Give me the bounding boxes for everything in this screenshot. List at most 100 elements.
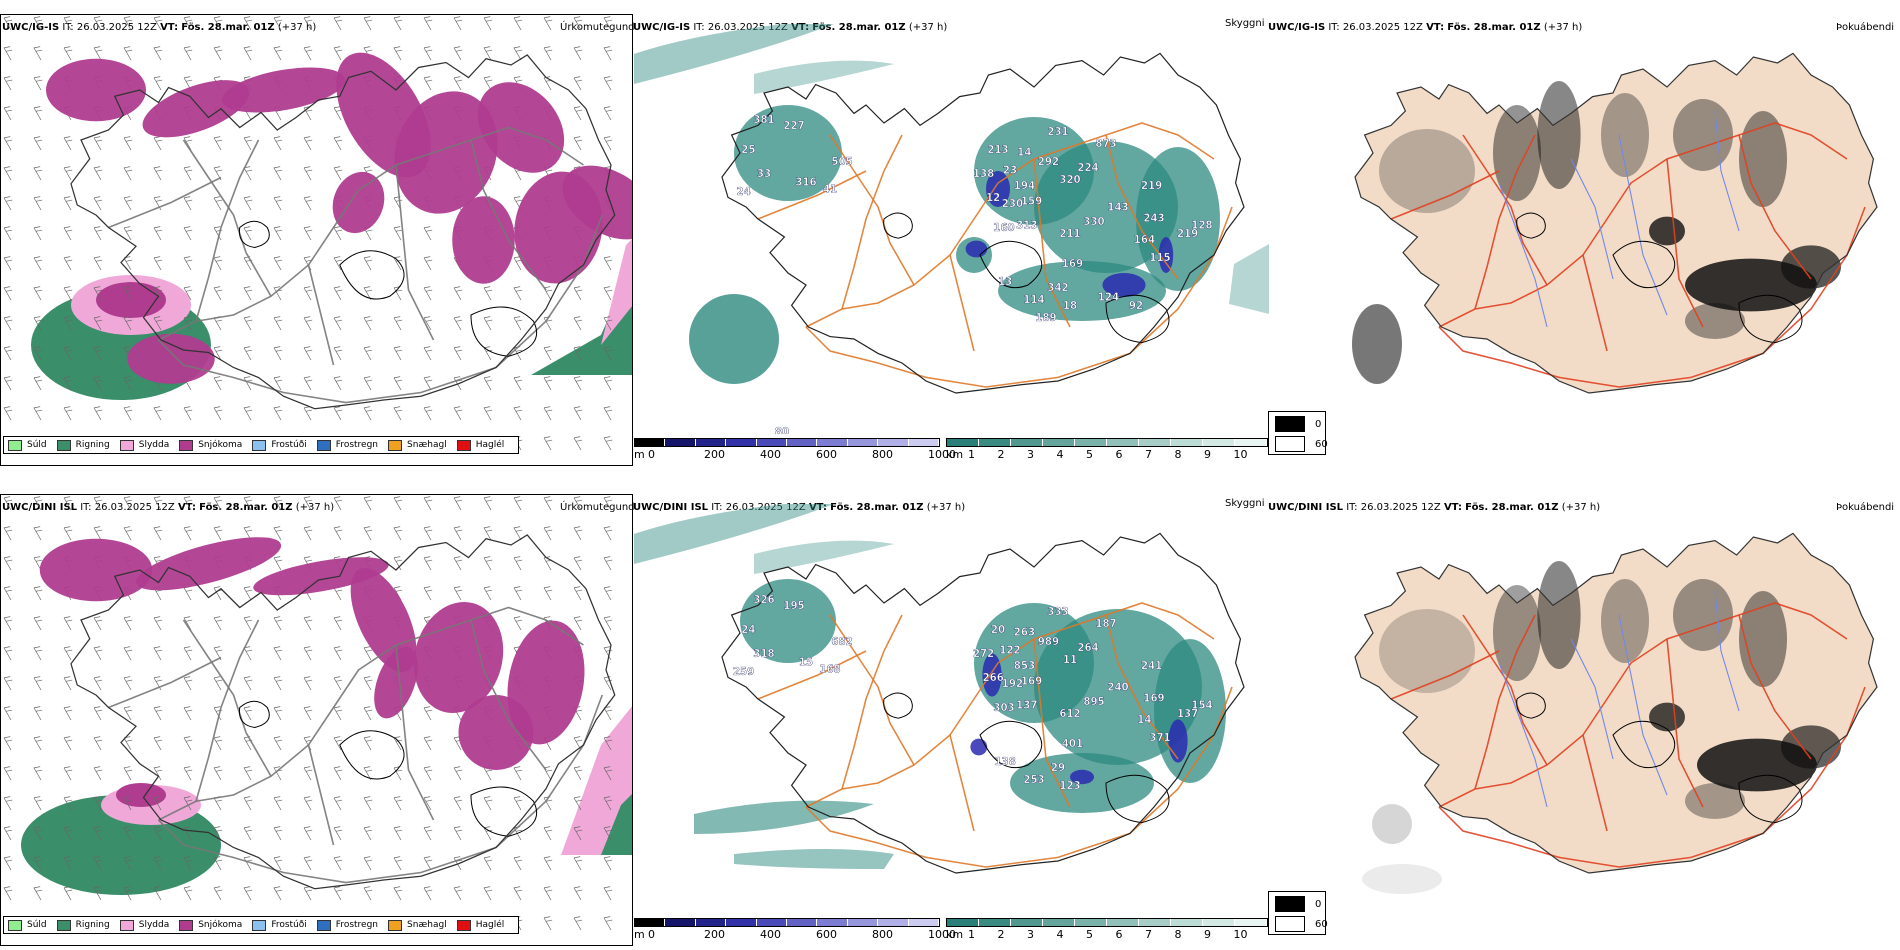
lead-time: (+37 h) [926, 502, 966, 513]
cloud-base-label: 138 [973, 169, 994, 180]
colorbar-tick: 7 [1145, 448, 1152, 461]
legend-swatch [8, 919, 22, 931]
colorbar-tick: 800 [872, 448, 893, 461]
vt-label: VT: [808, 502, 827, 513]
colorbar-tick: 600 [816, 928, 837, 941]
legend-swatch [8, 439, 22, 451]
cloud-base-label: 33 [757, 169, 771, 180]
cloud-base-label: 227 [783, 121, 804, 132]
colorbar-cell [847, 439, 879, 446]
cloud-base-label: 128 [1191, 221, 1212, 232]
cloud-base-label: 192 [1002, 679, 1023, 690]
legend-label: Snjókoma [198, 440, 243, 450]
fog-legend-swatch [1275, 896, 1305, 912]
cloud-base-label: 330 [1083, 217, 1104, 228]
it-label: IT: [62, 22, 74, 33]
cloud-base-label: 124 [1098, 293, 1119, 304]
legend-swatch [456, 919, 471, 931]
legend-label: Snjókoma [198, 920, 243, 930]
legend-swatch [252, 919, 267, 931]
legend-swatch [316, 919, 331, 931]
colorbar-cell [787, 439, 818, 446]
cloud-base-label: 195 [783, 601, 804, 612]
colorbar-cell [1235, 919, 1267, 926]
cloud-base-label: 20 [991, 625, 1005, 636]
cloud-base-label: 231 [1047, 127, 1068, 138]
cloud-title: Skyggni [1225, 498, 1265, 509]
cloud-base-label: 272 [973, 649, 994, 660]
cloud-base-label: 682 [831, 637, 852, 648]
colorbar-cell [1171, 439, 1203, 446]
panel-header: UWC/DINI ISL IT: 26.03.2025 12Z VT: Fös.… [1268, 502, 1600, 514]
legend-item: Slydda [119, 919, 169, 931]
vt-value: Fös. 28.mar. 01Z [1465, 502, 1559, 513]
vt-label: VT: [1443, 502, 1462, 513]
cloud-base-label: 342 [1047, 283, 1068, 294]
forecast-row-1: UWC/DINI ISL IT: 26.03.2025 12Z VT: Fös.… [0, 480, 1900, 950]
cloud-base-label: 213 [987, 145, 1008, 156]
cloud-base-label: 14 [1137, 715, 1151, 726]
cloud-base-label: 219 [1177, 229, 1198, 240]
cloud-base-label: 14 [1017, 147, 1031, 158]
legend-item: Snæhagl [388, 439, 447, 451]
colorbar-cell [847, 919, 879, 926]
legend-swatch [388, 919, 403, 931]
legend-swatch [119, 919, 134, 931]
fog-title: Þokuábendi [1836, 22, 1895, 33]
cloud-base-label: 219 [1141, 181, 1162, 192]
fog-legend-item: 0 [1275, 416, 1321, 432]
vt-value: Fös. 28.mar. 01Z [181, 22, 275, 33]
fog-legend-label: 0 [1315, 418, 1322, 430]
colorbar-tick: 2 [997, 928, 1005, 941]
cloud-base-label: 320 [1059, 175, 1080, 186]
it-value: 26.03.2025 12Z [94, 502, 175, 513]
lead-time: (+37 h) [1543, 22, 1583, 33]
colorbar-cell [1139, 919, 1171, 926]
cloud-base-label: 187 [1095, 619, 1116, 630]
it-value: 26.03.2025 12Z [725, 502, 806, 513]
legend-swatch [388, 439, 403, 451]
legend-item: Súld [8, 919, 47, 931]
legend-item: Frostregn [316, 919, 378, 931]
model-name: UWC/IG-IS [2, 22, 60, 33]
cloud-base-label: 264 [1077, 643, 1098, 654]
colorbar-tick: 5 [1086, 928, 1093, 941]
colorbar-cell [878, 439, 909, 446]
precip-type-map: Súld Rigning Slydda Snjókoma Frostúði Frostre… [0, 14, 633, 466]
legend-item: Rigning [56, 919, 110, 931]
cloud-base-label: 115 [1149, 253, 1170, 264]
legend-item: Snjókoma [179, 919, 243, 931]
cloud-base-label: 25 [741, 145, 755, 156]
legend-label: Súld [27, 440, 47, 450]
cloud-base-label: 371 [1149, 733, 1170, 744]
cloud-base-label: 11 [1063, 655, 1077, 666]
legend-label: Haglél [475, 440, 505, 450]
legend-label: Súld [27, 920, 47, 930]
fog-title: Þokuábendi [1836, 502, 1895, 513]
vt-label: VT: [177, 502, 196, 513]
colorbar-cell [756, 919, 788, 926]
colorbar-tick: 4 [1056, 928, 1064, 941]
cloud-base-label: 241 [1141, 661, 1162, 672]
cloud-base-label: 18 [1063, 301, 1077, 312]
legend-swatch [119, 439, 134, 451]
colorbar-tick: 0 [648, 448, 655, 461]
cloud-base-label: 24 [737, 187, 751, 198]
colorbar-cell [1235, 439, 1267, 446]
legend-swatch [456, 439, 471, 451]
legend-item: Haglél [456, 919, 504, 931]
fog-legend-item: 60 [1275, 916, 1328, 932]
legend-item: Súld [8, 439, 47, 451]
cloud-base-label: 230 [1002, 199, 1023, 210]
cloud-base-label: 169 [1143, 693, 1164, 704]
vt-label: VT: [791, 22, 810, 33]
legend-swatch [179, 439, 194, 451]
colorbar-unit: km [946, 928, 964, 941]
colorbar-cell [1107, 439, 1139, 446]
precip-type-legend: Súld Rigning Slydda Snjókoma Frostúði Frostre… [3, 436, 520, 454]
colorbar-cell [947, 439, 979, 446]
colorbar-cell [1043, 919, 1075, 926]
colorbar-cell [1075, 919, 1107, 926]
legend-item: Frostregn [316, 439, 378, 451]
colorbar-tick: 8 [1174, 928, 1182, 941]
